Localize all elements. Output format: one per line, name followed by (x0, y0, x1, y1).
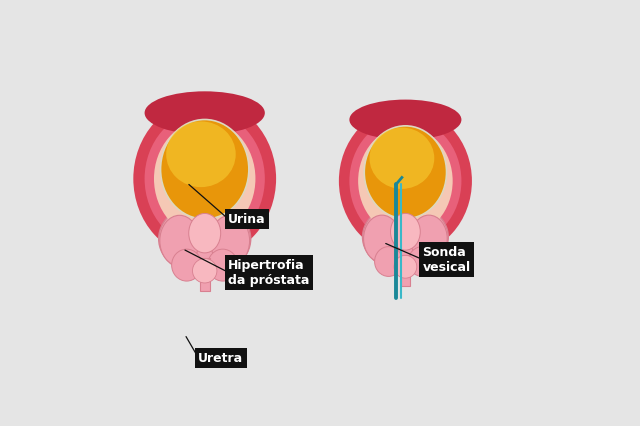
Ellipse shape (358, 127, 452, 236)
Ellipse shape (349, 119, 461, 245)
Ellipse shape (193, 259, 217, 283)
Ellipse shape (154, 121, 255, 237)
Ellipse shape (364, 216, 401, 263)
Ellipse shape (408, 247, 436, 277)
Ellipse shape (410, 216, 447, 263)
Ellipse shape (339, 108, 472, 255)
Ellipse shape (166, 122, 236, 188)
Ellipse shape (145, 92, 265, 135)
Ellipse shape (161, 120, 249, 219)
Ellipse shape (364, 127, 447, 219)
Ellipse shape (394, 256, 417, 279)
Text: Urina: Urina (228, 213, 266, 226)
Ellipse shape (208, 250, 238, 282)
Ellipse shape (362, 203, 448, 271)
Ellipse shape (159, 203, 251, 276)
Text: Uretra: Uretra (198, 351, 243, 364)
Ellipse shape (210, 216, 250, 266)
Ellipse shape (390, 214, 420, 250)
Ellipse shape (160, 216, 199, 266)
Ellipse shape (145, 112, 265, 247)
Ellipse shape (189, 214, 221, 253)
Ellipse shape (374, 247, 403, 277)
Bar (200, 258, 209, 292)
Ellipse shape (349, 101, 461, 141)
Ellipse shape (133, 101, 276, 258)
Text: Hipertrofia
da próstata: Hipertrofia da próstata (228, 259, 310, 287)
Bar (401, 255, 410, 286)
Ellipse shape (369, 128, 435, 190)
Ellipse shape (172, 250, 202, 282)
Text: Sonda
vesical: Sonda vesical (422, 246, 470, 274)
